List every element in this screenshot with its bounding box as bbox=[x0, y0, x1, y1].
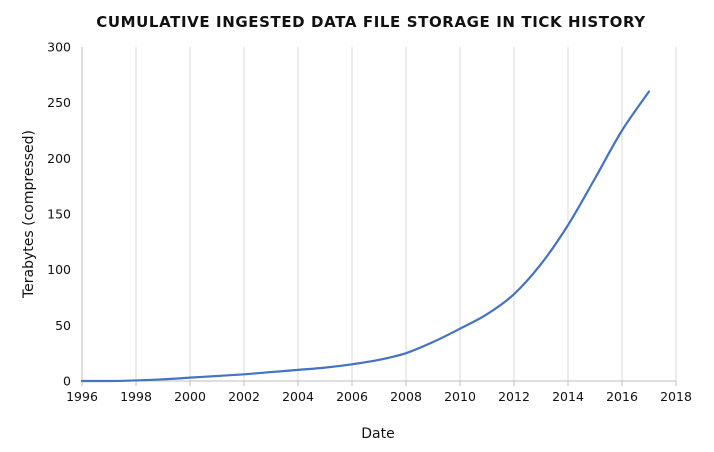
x-tick-label: 2002 bbox=[228, 389, 260, 404]
y-tick-label: 0 bbox=[63, 374, 71, 389]
chart-title: CUMULATIVE INGESTED DATA FILE STORAGE IN… bbox=[96, 13, 646, 31]
x-tick-label: 2008 bbox=[390, 389, 422, 404]
gridlines bbox=[135, 47, 677, 381]
axes bbox=[81, 47, 677, 386]
y-tick-label: 150 bbox=[47, 207, 71, 222]
y-tick-labels: 0 50 100 150 200 250 300 bbox=[47, 40, 71, 389]
y-axis-label: Terabytes (compressed) bbox=[21, 130, 37, 299]
y-tick-label: 100 bbox=[47, 262, 71, 277]
x-tick-label: 2016 bbox=[606, 389, 638, 404]
x-tick-label: 2018 bbox=[660, 389, 692, 404]
x-tick-label: 2004 bbox=[282, 389, 314, 404]
series-line bbox=[80, 90, 651, 383]
x-tick-label: 2006 bbox=[336, 389, 368, 404]
y-tick-label: 200 bbox=[47, 151, 71, 166]
x-tick-label: 1996 bbox=[66, 389, 98, 404]
series-lines bbox=[80, 90, 651, 383]
x-tick-label: 2010 bbox=[444, 389, 476, 404]
x-tick-label: 2000 bbox=[174, 389, 206, 404]
x-axis-label: Date bbox=[361, 426, 394, 442]
y-tick-label: 300 bbox=[47, 40, 71, 55]
y-tick-label: 50 bbox=[55, 318, 71, 333]
x-tick-label: 2014 bbox=[552, 389, 584, 404]
x-tick-label: 1998 bbox=[120, 389, 152, 404]
x-tick-labels: 1996 1998 2000 2002 2004 2006 2008 2010 2012 2014… bbox=[66, 389, 692, 404]
x-tick-label: 2012 bbox=[498, 389, 530, 404]
y-tick-label: 250 bbox=[47, 95, 71, 110]
